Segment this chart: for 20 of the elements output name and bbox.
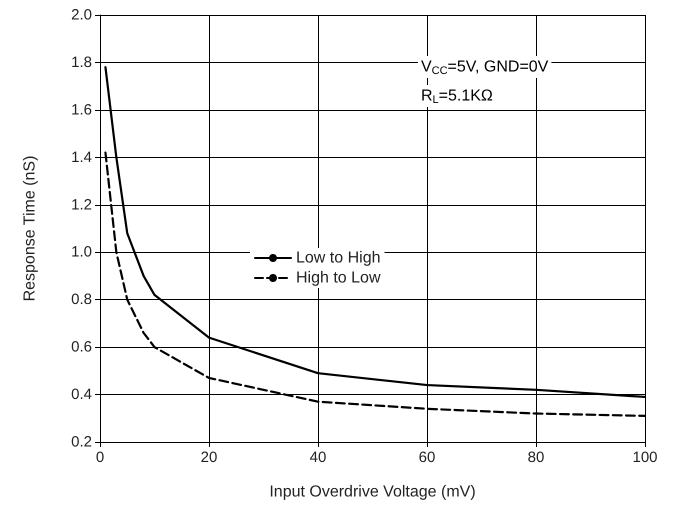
y-tick-label: 2.0: [71, 6, 92, 24]
y-tick-label: 0.2: [71, 434, 92, 450]
y-tick-label: 0.8: [71, 291, 92, 308]
y-tick-label: 0.6: [71, 338, 92, 356]
x-tick-label: 100: [632, 449, 658, 466]
x-tick-label: 40: [310, 449, 326, 466]
x-axis-title: Input Overdrive Voltage (mV): [269, 484, 476, 500]
x-tick-label: 60: [418, 449, 436, 466]
y-tick-label: 1.6: [71, 101, 92, 118]
x-tick-label: 0: [96, 449, 104, 466]
legend-label: Low to High: [296, 250, 380, 266]
y-tick-label: 0.4: [71, 386, 92, 404]
y-axis-title: Response Time (nS): [22, 156, 38, 302]
y-tick-label: 1.0: [71, 244, 92, 261]
legend-label: High to Low: [296, 270, 381, 286]
y-tick-label: 1.8: [71, 54, 92, 71]
x-tick-label: 20: [200, 449, 218, 466]
y-tick-label: 1.2: [71, 196, 92, 214]
x-tick-label: 80: [528, 449, 544, 466]
y-tick-label: 1.4: [71, 148, 92, 166]
